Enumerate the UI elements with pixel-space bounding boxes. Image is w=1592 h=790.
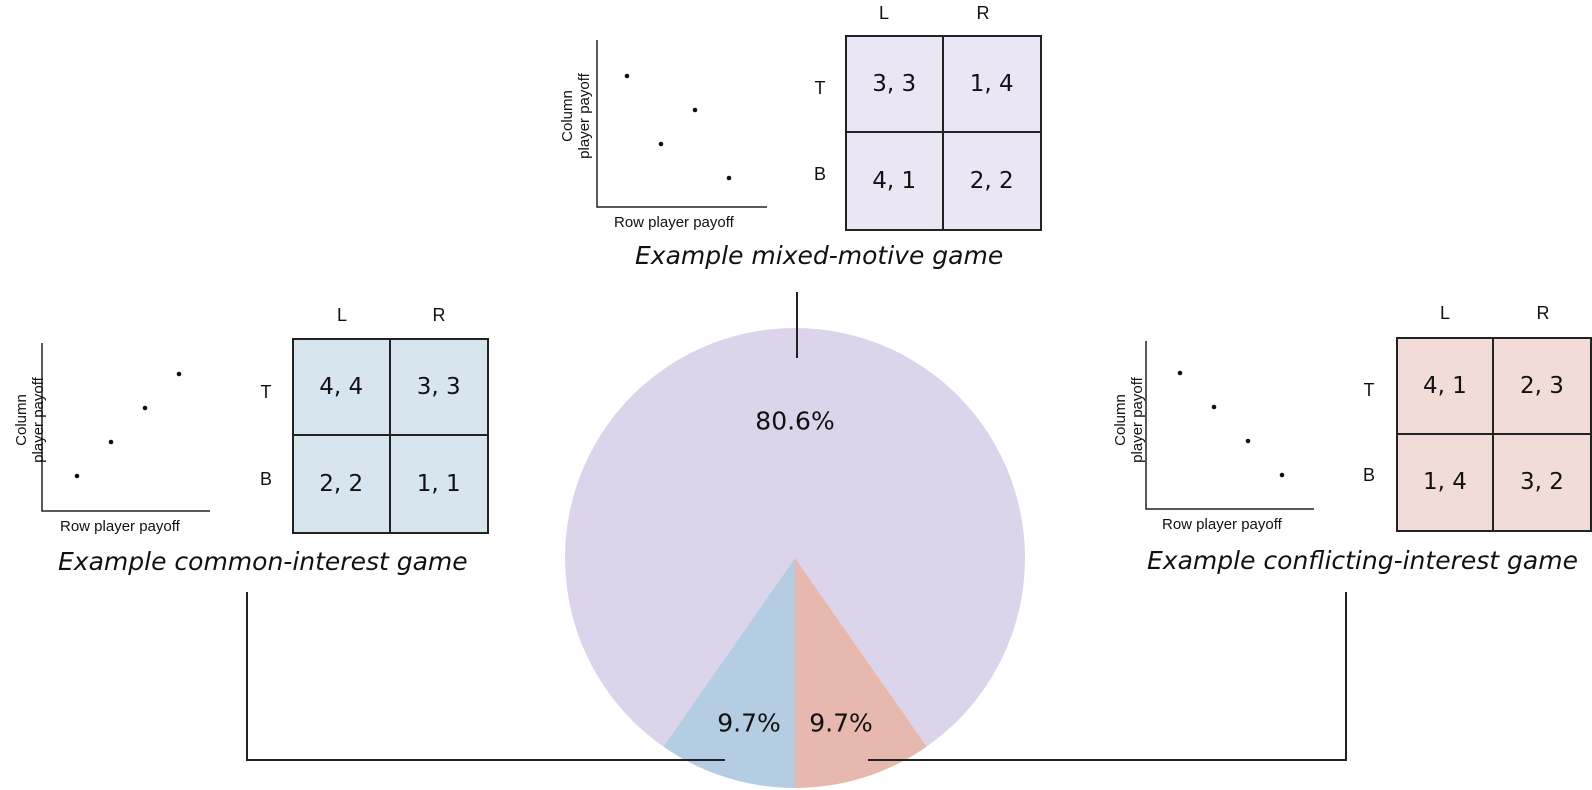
conflicting-ylabel: Column player payoff xyxy=(1112,355,1146,485)
pie-label-mixed-motive: 80.6% xyxy=(755,406,835,436)
conflicting-cell-br: 3, 2 xyxy=(1494,434,1590,530)
conflicting-payoff-matrix: 4, 1 2, 3 1, 4 3, 2 xyxy=(1396,337,1592,532)
pie-chart xyxy=(564,327,1026,788)
conflicting-col-header-r: R xyxy=(1536,303,1550,323)
conflicting-ylabel-line1: Column xyxy=(1112,394,1129,446)
conflicting-plot-point-0 xyxy=(1279,472,1285,478)
common-plot-point-1 xyxy=(142,405,148,411)
conflicting-ylabel-line2: player payoff xyxy=(1129,377,1146,463)
conflicting-plot-point-1 xyxy=(1211,404,1217,410)
common-plot-point-0 xyxy=(176,371,182,377)
common-row-header-b: B xyxy=(259,469,272,489)
common-plot-point-2 xyxy=(108,439,114,445)
mixed-ylabel-line2: player payoff xyxy=(576,73,593,159)
pie-label-conflicting-interest: 9.7% xyxy=(809,708,873,738)
mixed-payoff-matrix: 3, 3 1, 4 4, 1 2, 2 xyxy=(845,35,1042,231)
common-plot-point-3 xyxy=(74,473,80,479)
mixed-row-header-b: B xyxy=(813,164,826,184)
mixed-cell-tl: 3, 3 xyxy=(847,37,944,133)
mixed-cell-br: 2, 2 xyxy=(943,133,1040,229)
common-row-header-t: T xyxy=(260,382,272,402)
mixed-cell-bl: 4, 1 xyxy=(847,133,944,229)
mixed-row-header-t: T xyxy=(814,78,826,98)
common-cell-br: 1, 1 xyxy=(390,436,487,532)
pie-label-common-interest: 9.7% xyxy=(717,708,781,738)
mixed-plot-point-3 xyxy=(658,141,664,147)
common-payoff-matrix: 4, 4 3, 3 2, 2 1, 1 xyxy=(292,338,489,534)
mixed-xlabel: Row player payoff xyxy=(614,214,734,231)
common-ylabel: Column player payoff xyxy=(13,355,47,485)
common-ylabel-line2: player payoff xyxy=(30,377,47,463)
conflicting-plot-point-2 xyxy=(1177,370,1183,376)
mixed-col-header-l: L xyxy=(878,3,889,23)
common-plot-axes xyxy=(41,343,210,512)
conflicting-xlabel: Row player payoff xyxy=(1162,516,1282,533)
pie-slice-mixed-motive xyxy=(564,327,1026,747)
common-col-header-l: L xyxy=(336,305,347,325)
common-cell-tr: 3, 3 xyxy=(390,340,487,436)
connector-common xyxy=(246,592,725,761)
pie-slice-conflicting-interest xyxy=(795,558,927,788)
conflicting-plot-axes xyxy=(1145,341,1314,510)
pie-slice-common-interest xyxy=(663,558,795,788)
mixed-cell-tr: 1, 4 xyxy=(943,37,1040,133)
common-ylabel-line1: Column xyxy=(13,394,30,446)
common-xlabel: Row player payoff xyxy=(60,518,180,535)
common-cell-bl: 2, 2 xyxy=(294,436,391,532)
connector-conflicting xyxy=(868,592,1347,761)
mixed-plot-axes xyxy=(596,40,767,208)
common-col-header-r: R xyxy=(432,305,446,325)
conflicting-cell-bl: 1, 4 xyxy=(1398,434,1494,530)
conflicting-cell-tr: 2, 3 xyxy=(1494,339,1590,435)
connector-lines xyxy=(246,292,1347,761)
mixed-caption: Example mixed-motive game xyxy=(635,241,1004,270)
conflicting-row-header-t: T xyxy=(1363,380,1375,400)
common-cell-tl: 4, 4 xyxy=(294,340,391,436)
mixed-plot-point-0 xyxy=(692,107,698,113)
mixed-plot-point-1 xyxy=(624,73,630,79)
conflicting-plot-point-3 xyxy=(1245,438,1251,444)
conflicting-col-header-l: L xyxy=(1439,303,1450,323)
conflicting-cell-tl: 4, 1 xyxy=(1398,339,1494,435)
payoff-plots xyxy=(41,40,1314,512)
conflicting-caption: Example conflicting-interest game xyxy=(1147,546,1578,575)
mixed-plot-point-2 xyxy=(726,175,732,181)
conflicting-row-header-b: B xyxy=(1362,465,1375,485)
mixed-col-header-r: R xyxy=(976,3,990,23)
mixed-ylabel-line1: Column xyxy=(559,90,576,142)
common-caption: Example common-interest game xyxy=(58,547,468,576)
mixed-ylabel: Column player payoff xyxy=(559,51,593,181)
